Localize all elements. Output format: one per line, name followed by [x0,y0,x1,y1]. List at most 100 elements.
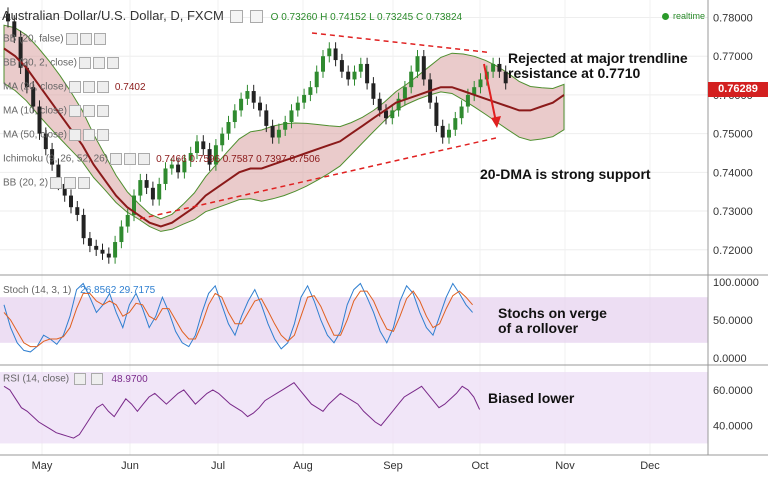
eye-icon[interactable] [50,177,63,189]
settings-icon[interactable] [79,33,92,45]
stoch-line-%D [3,290,473,348]
candle-body [365,63,370,84]
settings-icon[interactable] [82,129,95,141]
settings-icon[interactable] [124,153,137,165]
candle-body [390,110,395,119]
annotation-stochs-line2: of a rollover [498,320,579,336]
eye-icon[interactable] [110,153,123,165]
candle-body [478,79,483,88]
candle-body [465,94,470,107]
compare-icon[interactable] [250,10,264,24]
candle-body [213,145,218,165]
candle-body [491,63,496,72]
candle-body [295,102,300,111]
settings-icon[interactable] [230,10,244,24]
close-icon[interactable] [96,81,109,93]
rejection-arrow [483,63,497,123]
settings-icon[interactable] [92,57,105,69]
candle-body [377,98,382,111]
candle-body [333,48,338,61]
candle-body [195,141,199,153]
indicator-legend-item[interactable]: BB (20, false) [3,33,106,45]
candle-body [251,91,256,103]
rsi-value: 48.9700 [111,373,148,385]
candle-body [384,110,388,119]
indicator-legend-item[interactable]: BB (20, 2, close) [3,57,119,69]
indicator-label: Ichimoku (9, 26, 52, 26) [3,153,109,165]
eye-icon[interactable] [68,129,81,141]
candle-body [239,98,244,111]
candle-body [352,71,357,80]
candle-body [113,242,118,258]
indicator-legend-item[interactable]: MA (20, close) 0.7402 [3,81,146,93]
rsi-line [3,382,481,439]
resistance-trendline [311,32,489,54]
indicator-legend-item[interactable]: Ichimoku (9, 26, 52, 26) 0.7466 0.7596 0.… [3,153,320,165]
indicator-legend-item[interactable]: MA (10, close) [3,105,109,117]
indicator-legend-item[interactable]: BB (20, 2) [3,177,91,189]
candle-body [339,60,344,72]
close-icon[interactable] [96,129,109,141]
close-icon[interactable] [78,177,91,189]
candle-body [125,214,130,227]
realtime-dot-icon [662,13,669,21]
annotation-stochs: Stochs on verge of a rollover [498,306,607,336]
y-tick-label: 0.74000 [713,167,753,179]
x-tick-label: Nov [555,460,575,472]
candle-body [62,183,67,196]
candle-body [87,238,92,246]
candle-body [188,152,193,161]
ohlc-values: O 0.73260 H 0.74152 L 0.73245 C 0.73824 [270,12,463,23]
settings-icon[interactable] [82,105,95,117]
close-icon[interactable] [106,57,119,69]
candle-body [94,245,99,250]
close-icon[interactable] [96,105,109,117]
annotation-rsi: Biased lower [488,390,575,406]
eye-icon[interactable] [68,81,81,93]
close-icon[interactable] [138,153,151,165]
stoch-value: 26.8562 29.7175 [80,285,156,296]
candle-body [503,71,508,84]
close-icon[interactable] [93,33,106,45]
rsi-legend: RSI (14, close) 48.9700 [3,373,148,385]
candle-body [396,98,401,111]
stoch-legend: Stoch (14, 3, 1) 26.8562 29.7175 [3,285,155,296]
stoch-label: Stoch (14, 3, 1) [3,285,72,296]
y-tick-label: 0.75000 [713,129,753,141]
candle-body [226,122,231,134]
candle-body [245,91,250,99]
candle-body [314,71,319,88]
candle-body [459,106,464,119]
x-tick-label: Jul [211,460,225,472]
candle-body [150,187,155,200]
indicator-legend-item[interactable]: MA (50, close) [3,129,109,141]
indicator-label: MA (10, close) [3,105,67,117]
eye-icon[interactable] [65,33,78,45]
candle-body [201,141,206,150]
support-trendline [139,136,499,220]
realtime-indicator: realtime [662,11,705,21]
candle-body [346,71,351,80]
stoch-y-tick: 100.0000 [713,277,759,289]
candle-body [12,21,17,37]
candle-body [106,253,111,258]
x-tick-label: Dec [640,460,660,472]
indicator-panes [0,274,768,456]
annotation-rejected: Rejected at major trendline resistance a… [508,51,688,81]
candle-body [207,149,212,165]
candle-body [18,36,23,68]
last-price-tag: 0.76289 [708,82,768,97]
candle-body [497,63,502,72]
stoch-y-tick: 50.0000 [713,315,753,327]
candle-body [258,102,262,111]
rsi-settings-icon[interactable] [73,373,86,385]
candle-body [138,180,143,196]
settings-icon[interactable] [64,177,77,189]
indicator-value: 0.7402 [114,81,146,93]
candle-body [81,214,86,239]
rsi-close-icon[interactable] [90,373,103,385]
settings-icon[interactable] [82,81,95,93]
eye-icon[interactable] [68,105,81,117]
eye-icon[interactable] [78,57,91,69]
